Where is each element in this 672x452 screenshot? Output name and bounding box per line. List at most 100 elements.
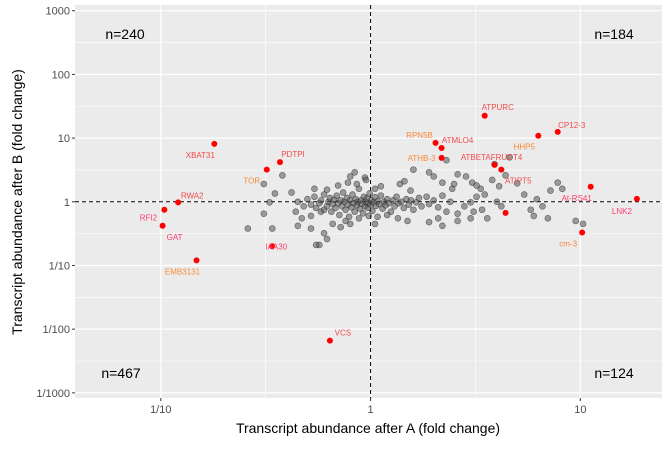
background-point: [307, 201, 315, 209]
background-point: [292, 208, 300, 215]
highlighted-point: [159, 222, 166, 229]
background-point: [418, 202, 425, 210]
background-point: [383, 211, 391, 219]
background-point: [397, 198, 405, 206]
highlighted-point: [263, 166, 270, 173]
background-point: [394, 215, 402, 222]
background-point: [271, 190, 279, 197]
background-point: [470, 208, 477, 215]
background-point: [461, 202, 468, 210]
background-point: [493, 198, 501, 206]
point-label: ATBETAFRUCT4: [461, 153, 523, 162]
background-point: [349, 191, 356, 198]
background-point: [579, 220, 587, 228]
point-label: ATIPT5: [505, 177, 532, 186]
background-point: [454, 210, 461, 218]
highlighted-point: [491, 161, 498, 168]
background-point: [317, 197, 325, 204]
point-label: RPN5B: [406, 131, 433, 140]
background-point: [506, 153, 513, 161]
background-point: [328, 208, 335, 215]
count-top-right: n=184: [594, 26, 634, 42]
background-point: [425, 200, 433, 208]
background-point: [377, 183, 385, 190]
background-point: [554, 179, 562, 186]
background-point: [407, 187, 414, 194]
count-top-left: n=240: [105, 26, 145, 42]
background-point: [339, 189, 347, 196]
background-point: [498, 202, 505, 210]
background-point: [434, 203, 442, 211]
background-point: [450, 180, 458, 188]
background-point: [467, 199, 474, 206]
highlighted-point: [579, 229, 586, 236]
background-point: [400, 204, 408, 212]
background-point: [266, 199, 273, 206]
background-point: [244, 225, 252, 232]
background-point: [410, 206, 417, 214]
y-tick-label: 1/100: [42, 324, 70, 336]
background-point: [268, 225, 276, 232]
background-point: [323, 235, 331, 243]
background-point: [430, 173, 438, 180]
background-point: [374, 213, 381, 221]
background-point: [481, 191, 489, 198]
background-point: [336, 211, 343, 219]
background-point: [260, 210, 268, 218]
background-point: [454, 217, 461, 225]
background-point: [351, 208, 358, 215]
background-point: [443, 208, 450, 215]
background-point: [312, 204, 320, 212]
point-label: RWA2: [181, 191, 204, 200]
background-point: [410, 166, 417, 173]
y-tick-label: 1: [64, 197, 70, 209]
highlighted-points: [159, 112, 640, 344]
highlighted-point: [175, 199, 182, 206]
background-point: [377, 192, 385, 199]
background-point: [430, 197, 438, 204]
point-label: PDTPI: [281, 150, 305, 159]
background-point: [502, 172, 509, 179]
background-point: [423, 193, 430, 201]
highlighted-point: [211, 140, 218, 147]
background-point: [337, 223, 344, 231]
background-point: [344, 179, 352, 186]
background-point: [439, 222, 446, 230]
background-point: [288, 189, 295, 196]
y-axis-ticks: 1000 100 10 1 1/10 1/100 1/1000: [36, 6, 75, 400]
background-point: [425, 218, 433, 226]
point-label: At-RS41: [562, 194, 593, 203]
background-point: [447, 198, 454, 206]
background-point: [329, 220, 337, 228]
background-point: [415, 194, 423, 202]
background-point: [572, 217, 579, 225]
background-point: [304, 195, 311, 203]
background-point: [365, 212, 373, 220]
background-point: [443, 156, 450, 164]
background-point: [434, 215, 442, 222]
point-label: ATHB-3: [408, 154, 436, 163]
highlighted-point: [502, 209, 509, 216]
background-point: [547, 187, 554, 194]
background-point: [312, 241, 320, 249]
background-point: [401, 177, 408, 185]
highlighted-point: [438, 144, 445, 151]
background-point: [467, 215, 474, 222]
background-point: [454, 171, 461, 178]
count-bottom-right: n=124: [594, 365, 634, 381]
background-point: [439, 179, 446, 186]
background-point: [425, 169, 433, 176]
point-label: RFI2: [140, 214, 158, 223]
point-label: CP12-3: [558, 121, 586, 130]
background-point: [353, 180, 361, 188]
background-point: [520, 191, 528, 198]
highlighted-point: [161, 206, 168, 213]
point-label: TOR: [243, 177, 260, 186]
background-point: [404, 217, 411, 225]
background-point: [439, 192, 446, 199]
background-points: [244, 153, 587, 249]
background-point: [334, 182, 342, 189]
y-tick-label: 100: [52, 69, 70, 81]
background-point: [323, 186, 331, 193]
background-point: [393, 193, 400, 201]
